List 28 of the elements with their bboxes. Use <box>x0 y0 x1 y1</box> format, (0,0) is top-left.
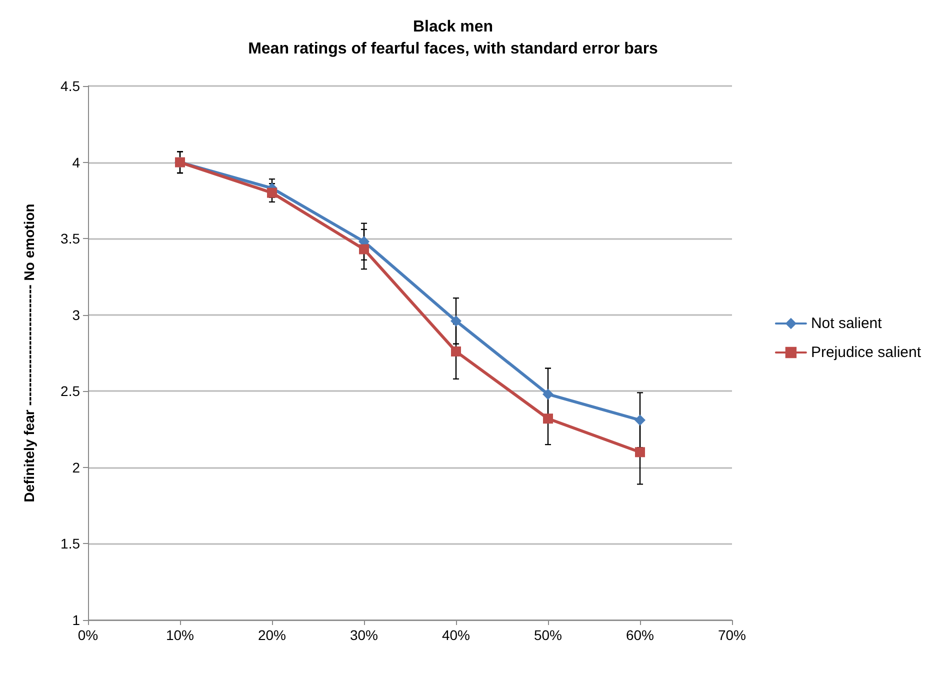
point <box>542 388 554 400</box>
y-tick-label: 2 <box>72 459 80 476</box>
x-tick-label: 50% <box>534 627 562 643</box>
chart-title: Black men <box>412 18 494 36</box>
y-tick-label: 2.5 <box>60 383 80 400</box>
y-axis-title: Definitely fear -------------------------- No emotion <box>21 204 37 502</box>
x-tick-label: 30% <box>350 627 378 643</box>
x-tick-label: 20% <box>258 627 286 643</box>
y-tick-label: 3.5 <box>60 230 80 247</box>
x-tick-label: 60% <box>626 627 654 643</box>
point <box>451 346 461 356</box>
y-tick-label: 4 <box>72 154 80 170</box>
point <box>359 244 369 254</box>
point <box>635 447 645 458</box>
y-tick-label: 1.5 <box>60 536 80 552</box>
x-tick-label: 40% <box>442 627 470 643</box>
x-tick-label: 70% <box>718 627 746 643</box>
y-tick-label: 3 <box>72 306 80 323</box>
legend-label: Not salient <box>810 315 883 332</box>
legend-label: Prejudice salient <box>810 344 922 361</box>
x-tick-label: 0% <box>78 627 98 643</box>
y-tick-label: 1 <box>72 612 80 628</box>
point <box>543 414 553 424</box>
x-tick-label: 10% <box>166 627 194 643</box>
y-tick-label: 4.5 <box>60 78 80 94</box>
point <box>634 414 646 426</box>
chart-subtitle: Mean ratings of fearful faces, with standard error bars <box>248 40 658 58</box>
point <box>450 315 462 326</box>
